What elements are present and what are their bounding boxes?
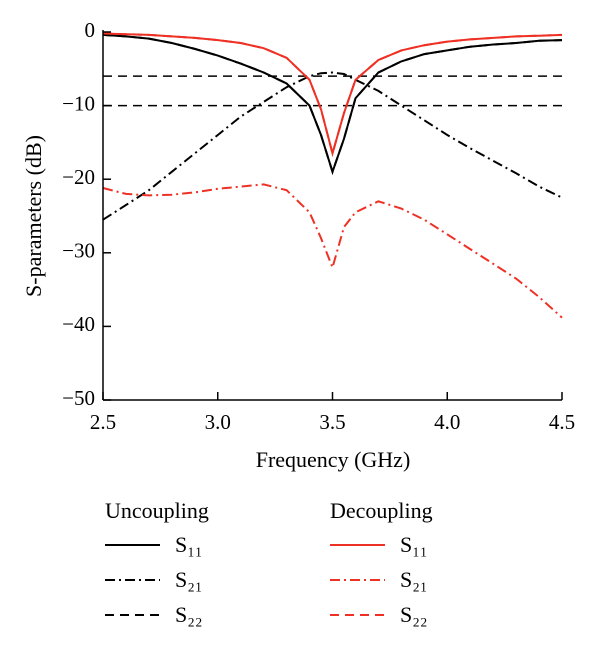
series-line (102, 33, 563, 175)
x-tick-label: 3.0 (205, 410, 231, 434)
legend-label: S₂₁ (175, 567, 203, 592)
y-tick-label: −10 (62, 91, 95, 115)
y-axis-label: S-parameters (dB) (21, 135, 46, 297)
y-tick-label: −50 (62, 386, 95, 410)
x-tick-label: 2.5 (90, 410, 116, 434)
y-tick-label: −20 (62, 165, 95, 189)
legend-label: S₁₁ (175, 532, 203, 557)
legend-label: S₂₁ (400, 567, 428, 592)
x-tick-label: 4.5 (549, 410, 575, 434)
legend-title: Decoupling (330, 498, 433, 523)
x-axis-label: Frequency (GHz) (256, 447, 411, 472)
y-tick-label: −30 (62, 239, 95, 263)
legend-label: S₁₁ (400, 532, 428, 557)
y-tick-label: 0 (85, 18, 96, 42)
legend-label: S₂₂ (400, 602, 428, 627)
y-tick-label: −40 (62, 312, 95, 336)
legend-title: Uncoupling (105, 498, 209, 523)
legend-label: S₂₂ (175, 602, 203, 627)
series-line (102, 32, 563, 158)
x-tick-label: 3.5 (319, 410, 345, 434)
x-tick-label: 4.0 (434, 410, 460, 434)
series-line (102, 71, 563, 221)
series-line (102, 183, 563, 319)
series-line (102, 32, 563, 158)
